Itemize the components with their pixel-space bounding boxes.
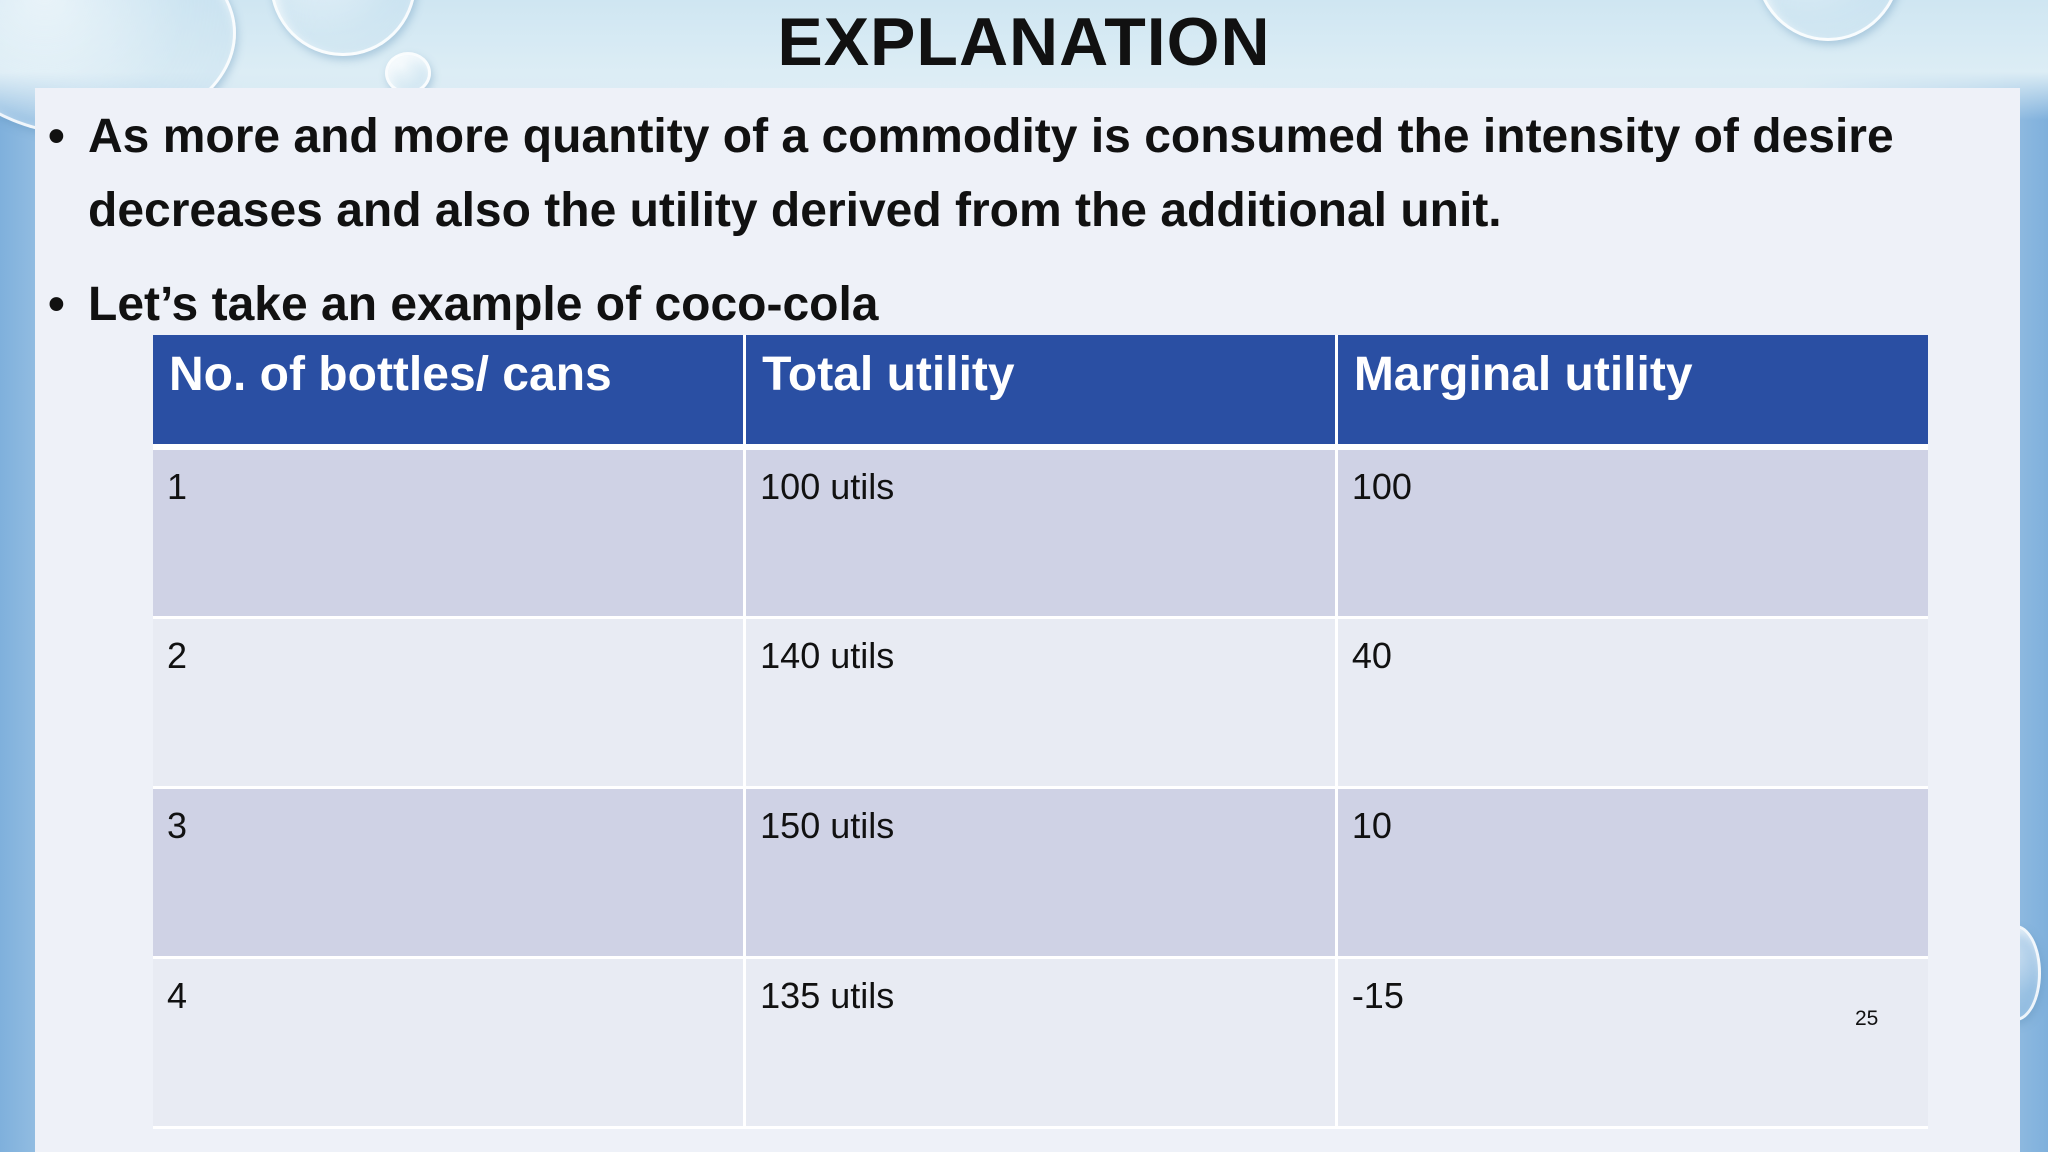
bullet-text: As more and more quantity of a commodity… <box>88 110 1894 237</box>
bullet-list: • As more and more quantity of a commodi… <box>48 100 1948 342</box>
table-cell: 135 utils <box>744 957 1338 1129</box>
table-cell: -15 <box>1336 957 1928 1129</box>
page-number: 25 <box>1855 1007 1879 1030</box>
table-cell: 100 utils <box>744 447 1338 619</box>
table-cell: 40 <box>1336 617 1928 789</box>
slide-title: EXPLANATION <box>777 4 1271 80</box>
column-header-marginal-utility: Marginal utility <box>1336 335 1928 450</box>
table-row: 2 140 utils 40 <box>153 617 1928 789</box>
table-cell: 100 <box>1336 447 1928 619</box>
table-header-row: No. of bottles/ cans Total utility Margi… <box>153 335 1928 450</box>
bullet-text: Let’s take an example of coco-cola <box>88 278 879 331</box>
column-header-bottles: No. of bottles/ cans <box>153 335 747 450</box>
table-cell: 1 <box>153 447 747 619</box>
bullet-dot: • <box>48 110 65 163</box>
table-row: 4 135 utils -15 <box>153 957 1928 1129</box>
table-cell: 4 <box>153 957 747 1129</box>
table-row: 1 100 utils 100 <box>153 447 1928 619</box>
bullet-item: • Let’s take an example of coco-cola <box>48 268 1948 342</box>
table-cell: 150 utils <box>744 787 1338 959</box>
bullet-dot: • <box>48 278 65 331</box>
table-cell: 2 <box>153 617 747 789</box>
table-cell: 10 <box>1336 787 1928 959</box>
table-row: 3 150 utils 10 <box>153 787 1928 959</box>
water-droplet-decoration <box>385 52 431 94</box>
table-cell: 3 <box>153 787 747 959</box>
table-cell: 140 utils <box>744 617 1338 789</box>
column-header-total-utility: Total utility <box>744 335 1338 450</box>
bullet-item: • As more and more quantity of a commodi… <box>48 100 1948 248</box>
utility-table: No. of bottles/ cans Total utility Margi… <box>153 335 1928 1129</box>
